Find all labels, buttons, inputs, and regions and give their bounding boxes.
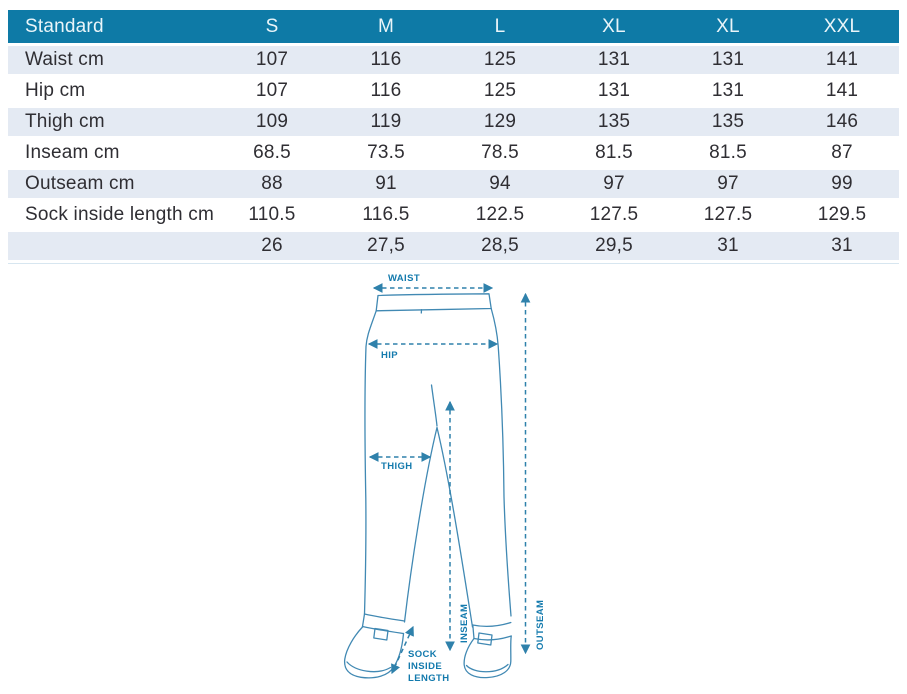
table-header-row: Standard S M L XL XL XXL [8, 10, 899, 43]
value-cell: 81.5 [595, 142, 633, 163]
value-cell: 109 [255, 111, 289, 132]
value-cell: 141 [825, 80, 859, 101]
value-cell: 97 [603, 173, 625, 194]
value-cell: 97 [717, 173, 739, 194]
right-bootie [463, 635, 512, 679]
table-underline [8, 263, 899, 264]
pants-diagram-svg: WAIST HIP THIGH INSEAM OUTSEAM SOCK INSI… [343, 273, 546, 684]
value-cell: 129.5 [817, 204, 867, 225]
right-cuff-top [472, 621, 512, 628]
value-cell: L [494, 15, 506, 37]
right-cuff-bottom [473, 635, 512, 641]
value-cell: 125 [483, 80, 517, 101]
left-sole-line [346, 661, 392, 673]
sock-inside-length-arrow [391, 625, 414, 675]
value-cell: 129 [483, 111, 517, 132]
value-cell: 125 [483, 49, 517, 70]
table-row: Hip cm 107 116 125 131 131 141 [8, 77, 899, 105]
value-cell: 131 [597, 49, 631, 70]
right-outer-seam [490, 307, 512, 617]
row-label-cell: Waist cm [25, 49, 105, 70]
right-sole-line [465, 663, 509, 673]
value-cell: 116 [370, 49, 402, 70]
value-cell: 146 [825, 111, 859, 132]
value-cell: 141 [825, 49, 859, 70]
table-row: Waist cm 107 116 125 131 131 141 [8, 46, 899, 74]
value-cell: M [377, 15, 395, 37]
value-cell: 99 [831, 173, 853, 194]
right-cuff-edge [472, 624, 475, 640]
sock-inside-length-label: SOCK INSIDE LENGTH [408, 649, 449, 684]
fly-seam [430, 384, 438, 427]
row-label-cell: Sock inside length cm [25, 204, 215, 225]
value-cell: 27,5 [367, 235, 405, 256]
value-cell: 31 [831, 235, 853, 256]
value-cell: 131 [711, 80, 745, 101]
left-cuff-top [363, 613, 406, 622]
value-cell: 107 [255, 49, 289, 70]
value-cell: 28,5 [481, 235, 519, 256]
svg-text:INSIDE: INSIDE [408, 661, 442, 672]
table-row: Outseam cm 88 91 94 97 97 99 [8, 170, 899, 198]
inseam-label: INSEAM [459, 604, 470, 643]
waistband [375, 293, 492, 312]
row-label-cell: Hip cm [25, 80, 86, 101]
value-cell: 88 [261, 173, 283, 194]
value-cell: XL [602, 15, 626, 37]
value-cell: 135 [711, 111, 745, 132]
row-label-cell: Thigh cm [25, 111, 105, 132]
table-row: 26 27,5 28,5 29,5 31 31 [8, 232, 899, 260]
value-cell: 122.5 [475, 204, 525, 225]
right-cuff-strap [477, 632, 493, 646]
value-cell: 29,5 [595, 235, 633, 256]
value-cell: 127.5 [703, 204, 753, 225]
value-cell: 87 [831, 142, 853, 163]
svg-text:LENGTH: LENGTH [408, 673, 449, 684]
svg-text:SOCK: SOCK [408, 649, 437, 660]
value-cell: 81.5 [709, 142, 747, 163]
pants-measurement-diagram: WAIST HIP THIGH INSEAM OUTSEAM SOCK INSI… [320, 265, 620, 694]
value-cell: 131 [597, 80, 631, 101]
value-cell: 127.5 [589, 204, 639, 225]
inner-seam [403, 426, 474, 628]
value-cell: 94 [489, 173, 511, 194]
value-cell: 31 [717, 235, 739, 256]
left-outer-seam [363, 310, 377, 615]
left-cuff-strap [373, 627, 389, 641]
value-cell: 91 [375, 173, 397, 194]
value-cell: XL [716, 15, 740, 37]
row-label-cell: Standard [25, 15, 104, 37]
pants-outline [343, 293, 512, 679]
value-cell: 116 [370, 80, 402, 101]
hip-label: HIP [381, 350, 398, 361]
size-table: Standard S M L XL XL XXL Waist cm 107 116 125 131 13… [8, 10, 899, 263]
table-row: Thigh cm 109 119 129 135 135 146 [8, 108, 899, 136]
value-cell: 119 [370, 111, 402, 132]
value-cell: 107 [255, 80, 289, 101]
value-cell: 26 [261, 235, 283, 256]
value-cell: 73.5 [367, 142, 405, 163]
value-cell: XXL [823, 15, 861, 37]
row-label-cell: Outseam cm [25, 173, 135, 194]
measurement-arrows [367, 283, 531, 675]
table-row: Inseam cm 68.5 73.5 78.5 81.5 81.5 87 [8, 139, 899, 167]
outseam-label: OUTSEAM [535, 600, 546, 650]
table-row: Sock inside length cm 110.5 116.5 122.5 127.… [8, 201, 899, 229]
left-cuff-edge [361, 613, 366, 628]
row-label-cell: Inseam cm [25, 142, 120, 163]
value-cell: 78.5 [481, 142, 519, 163]
value-cell: 131 [711, 49, 745, 70]
value-cell: 135 [597, 111, 631, 132]
value-cell: 110.5 [248, 204, 296, 225]
value-cell: 116.5 [362, 204, 410, 225]
value-cell: 68.5 [253, 142, 291, 163]
waist-label: WAIST [388, 273, 420, 284]
thigh-label: THIGH [381, 461, 413, 472]
value-cell: S [265, 15, 279, 37]
